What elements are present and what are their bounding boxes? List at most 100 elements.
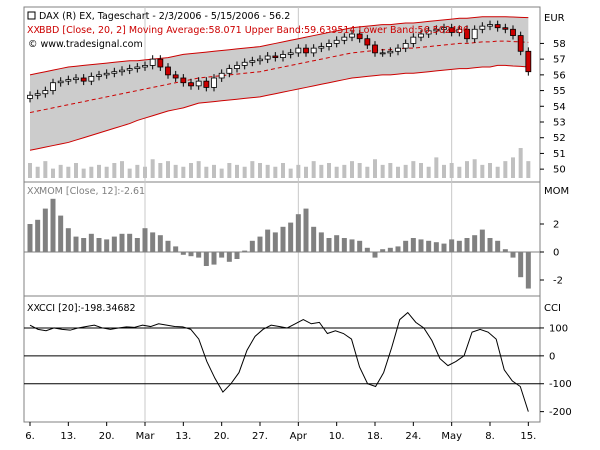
mom-y-tick-label: 2 [553, 220, 559, 231]
candle-up [119, 69, 125, 73]
price-y-tick-label: 58 [553, 39, 566, 50]
momentum-bar [111, 236, 117, 252]
x-tick-label: 13. [60, 431, 76, 442]
volume-bar [288, 168, 293, 178]
mom-unit-label: MOM [544, 186, 569, 197]
x-tick-label: 13. [175, 431, 191, 442]
x-tick-label: 10. [329, 431, 345, 442]
momentum-bar [341, 238, 347, 252]
mom-legend-marker-icon: XX [27, 186, 41, 197]
volume-bar [158, 163, 163, 178]
volume-bar [51, 168, 55, 178]
candle-up [27, 94, 33, 99]
volume-bar [43, 161, 48, 178]
momentum-bar [510, 252, 516, 258]
candle-up [103, 72, 110, 76]
candle-up [387, 50, 394, 54]
cci-legend-marker-icon: XX [27, 303, 41, 314]
momentum-bar [387, 247, 393, 252]
momentum-bar [518, 252, 524, 278]
cci-series-line [29, 311, 529, 412]
volume-bar [403, 164, 408, 178]
volume-bar [518, 148, 523, 178]
candle-up [295, 47, 302, 54]
volume-bars [28, 148, 531, 178]
candle-up [456, 28, 463, 33]
price-y-tick-label: 57 [553, 55, 566, 66]
candle-up [234, 65, 240, 69]
volume-bar [511, 157, 515, 178]
candle-down [517, 35, 524, 52]
volume-bar [97, 164, 101, 178]
volume-bar [212, 164, 216, 178]
momentum-bar [119, 233, 125, 252]
momentum-bar [219, 252, 225, 258]
checkbox-icon[interactable] [27, 11, 36, 20]
cci-title: CCI [20]:-198.34682 [39, 303, 136, 314]
volume-bar [143, 166, 147, 178]
volume-bar [242, 166, 247, 178]
momentum-bar [288, 222, 294, 252]
price-y-tick-label: 54 [553, 102, 566, 113]
volume-bar [104, 166, 109, 178]
band-fill [30, 16, 529, 151]
candle-down [80, 77, 87, 82]
cci-y-tick-label: -200 [549, 407, 572, 418]
momentum-bar [364, 247, 370, 252]
candle-up [249, 60, 256, 63]
momentum-bar [311, 226, 317, 252]
momentum-bar [42, 208, 48, 252]
volume-bar [250, 161, 255, 178]
volume-bar [434, 157, 439, 178]
momentum-bar [134, 238, 140, 252]
bbd-legend-marker-icon: XX [27, 25, 41, 36]
momentum-bar [73, 236, 79, 252]
candle-down [172, 74, 179, 79]
momentum-bar [502, 249, 508, 252]
volume-bar [426, 166, 431, 178]
volume-bar [81, 168, 86, 178]
volume-bar [388, 163, 393, 178]
momentum-bar [318, 232, 324, 252]
candle-up [42, 90, 49, 95]
candle-up [195, 80, 202, 87]
volume-bar [465, 161, 469, 178]
volume-bar [319, 164, 324, 178]
price-y-tick-label: 50 [553, 165, 566, 176]
momentum-bar [372, 252, 378, 258]
candle-up [341, 36, 348, 41]
candle-up [471, 28, 478, 40]
axis-labels: 6. 13. 20. Mar 13. 20. 27. Apr 10. 18. 24. May 8. 15.… [25, 39, 571, 442]
candle-down [448, 27, 455, 33]
momentum-bar [495, 240, 501, 252]
candle-up [433, 28, 440, 32]
price-y-tick-label: 52 [553, 133, 566, 144]
candlesticks [27, 20, 532, 103]
candle-up [96, 74, 102, 77]
momentum-bar [35, 219, 41, 252]
momentum-bar [380, 249, 386, 252]
candle-up [402, 43, 409, 49]
momentum-bar [88, 233, 94, 252]
price-unit-label: EUR [544, 13, 565, 24]
volume-bar [488, 163, 492, 178]
momentum-bar [449, 239, 455, 252]
momentum-bar [242, 250, 248, 252]
candle-up [226, 68, 233, 74]
cci-panel [23, 295, 541, 423]
candle-up [487, 24, 493, 27]
candle-down [188, 82, 194, 87]
momentum-bar [226, 252, 232, 262]
volume-bar [350, 161, 354, 178]
volume-bar [342, 164, 347, 178]
volume-bar [472, 159, 477, 178]
momentum-bar [165, 240, 171, 252]
momentum-bar [357, 240, 363, 252]
momentum-bar [203, 252, 209, 266]
candle-up [88, 76, 95, 82]
x-tick-label: Apr [290, 431, 308, 442]
momentum-bar [525, 252, 531, 289]
x-tick-label: 20. [99, 431, 115, 442]
candle-up [134, 66, 141, 69]
